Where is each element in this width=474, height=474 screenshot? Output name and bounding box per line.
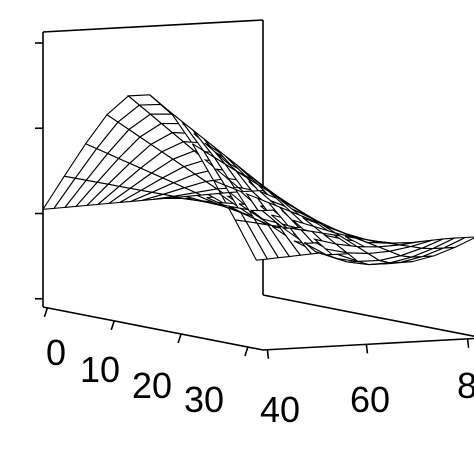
surface-cell-fill-2-18 — [390, 256, 423, 263]
surface-cell-fill-6-4 — [151, 132, 184, 152]
surface-cell-fill-8-2 — [86, 153, 119, 183]
y-tick-2 — [466, 338, 470, 348]
surface-cell-fill-6-6 — [173, 150, 206, 167]
surface-cell-fill-9-9 — [142, 194, 175, 201]
surface-cell-fill-0-10 — [345, 236, 378, 248]
surface-cell-fill-8-1 — [75, 148, 108, 181]
surface-cell-fill-2-17 — [379, 255, 412, 263]
surface-cell-fill-8-4 — [108, 163, 141, 187]
surface-cell-fill-2-0 — [192, 143, 225, 186]
surface-cell-fill-7-0 — [85, 114, 118, 149]
surface-cell-fill-9-1 — [54, 178, 87, 209]
x-tick-2 — [177, 333, 182, 344]
surface-cell-fill-0-2 — [257, 223, 290, 258]
surface-cell-fill-7-5 — [140, 151, 173, 173]
box-edge-bottom-left — [42, 306, 264, 351]
surface-cell-fill-8-9 — [163, 187, 196, 197]
y-tick-label-2: 8 — [457, 365, 474, 406]
x-tick-label-1: 10 — [80, 349, 120, 390]
surface-cell-fill-0-1 — [246, 221, 279, 259]
surface-cell-fill-0-15 — [400, 240, 433, 247]
x-tick-label-2: 20 — [132, 365, 172, 406]
surface-cell-fill-6-3 — [140, 123, 173, 145]
surface-cell-fill-6-5 — [162, 141, 195, 160]
surface-cell-fill-1-19 — [422, 247, 456, 257]
surface-cell-fill-0-16 — [411, 238, 444, 249]
surface-cell-0-19 — [443, 236, 474, 249]
surface-cell-fill-7-2 — [107, 129, 140, 159]
x-tick-0 — [43, 307, 49, 318]
surface-cell-fill-9-8 — [131, 192, 164, 202]
surface-cell-fill-2-19 — [401, 255, 434, 263]
surface-cell-fill-8-0 — [64, 143, 97, 179]
surface-cell-fill-7-1 — [96, 122, 129, 154]
surface-cell-fill-7-3 — [118, 137, 151, 164]
y-tick-1 — [365, 344, 369, 354]
surface-cell-fill-3-0 — [171, 112, 204, 151]
surface-cell-fill-8-7 — [141, 177, 174, 193]
surface-cell-fill-8-5 — [119, 168, 152, 189]
surface-cell-fill-9-5 — [98, 186, 131, 205]
surface-cell-fill-7-6 — [151, 159, 184, 178]
x-tick-1 — [110, 320, 115, 331]
surface-cell-fill-0-17 — [422, 238, 455, 249]
surface-cell-fill-9-4 — [87, 184, 120, 206]
surface-cell-fill-4-13 — [292, 220, 325, 236]
surface-cell-fill-9-2 — [65, 180, 98, 208]
surface-cell-fill-3-1 — [182, 121, 215, 158]
surface-cell-fill-4-15 — [314, 239, 347, 253]
surface-cell-fill-9-0 — [43, 176, 76, 210]
surface-cell-fill-9-6 — [109, 188, 142, 204]
surface-cell-fill-7-8 — [173, 174, 206, 188]
box-edge-bottom-front — [262, 337, 474, 351]
surface-cell-fill-0-3 — [268, 224, 301, 257]
y-tick-0 — [266, 349, 270, 359]
surface-cell-fill-1-17 — [400, 248, 434, 258]
axis-ticks — [35, 42, 470, 359]
surface-cell-fill-9-3 — [76, 182, 109, 207]
surface-cell-fill-6-0 — [107, 95, 140, 123]
box-edge-bottom-right — [262, 294, 474, 338]
surface-cell-fill-3-16 — [347, 252, 380, 262]
surface-cell-fill-9-7 — [120, 190, 153, 203]
surface-cell-fill-6-1 — [118, 105, 151, 130]
surface-cell-fill-8-6 — [130, 173, 163, 191]
surface-cell-fill-5-2 — [150, 114, 183, 124]
box-edge-top-back — [42, 19, 264, 33]
surface-cell-fill-6-2 — [129, 114, 162, 137]
surface-cell-fill-1-16 — [389, 246, 423, 256]
surface-cell-fill-0-18 — [433, 237, 466, 249]
surface-cell-fill-0-0 — [235, 219, 268, 261]
surface-cell-fill-1-18 — [411, 247, 445, 258]
surface-cell-fill-8-3 — [97, 158, 130, 185]
surface-cell-fill-1-14 — [367, 242, 401, 247]
x-tick-3 — [244, 346, 249, 357]
x-tick-label-3: 30 — [184, 379, 224, 420]
x-tick-label-0: 0 — [46, 332, 66, 373]
y-tick-label-0: 40 — [260, 389, 300, 430]
surface-cell-fill-3-15 — [336, 244, 369, 254]
y-tick-label-1: 60 — [350, 379, 390, 420]
surface-cell-fill-0-19 — [444, 237, 474, 248]
surface-cell-fill-7-7 — [162, 166, 195, 183]
surface-cell-fill-7-4 — [129, 144, 162, 169]
axis-labels: 0 10 20 30 40 60 8 — [46, 332, 474, 430]
surface-cell-fill-1-5 — [268, 202, 302, 230]
surface-cell-fill-8-8 — [152, 182, 185, 195]
surface-mesh — [41, 94, 474, 266]
